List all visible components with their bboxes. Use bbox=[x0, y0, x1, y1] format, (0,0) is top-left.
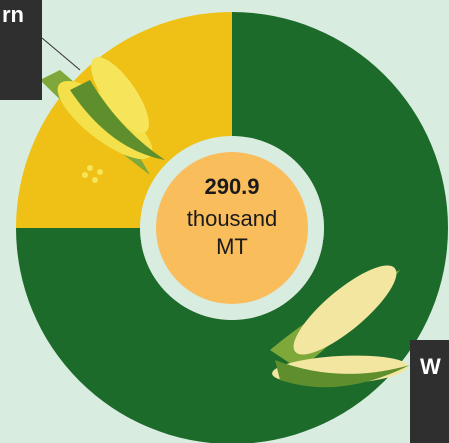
center-unit: MT bbox=[216, 234, 248, 259]
center-unit: thousand bbox=[187, 206, 278, 231]
leader-line bbox=[42, 38, 80, 70]
chart: 290.9 thousand MT rn W bbox=[0, 0, 449, 443]
center-value: 290.9 bbox=[204, 174, 259, 199]
segment-label: W bbox=[420, 354, 441, 379]
segment-label: rn bbox=[2, 2, 24, 27]
